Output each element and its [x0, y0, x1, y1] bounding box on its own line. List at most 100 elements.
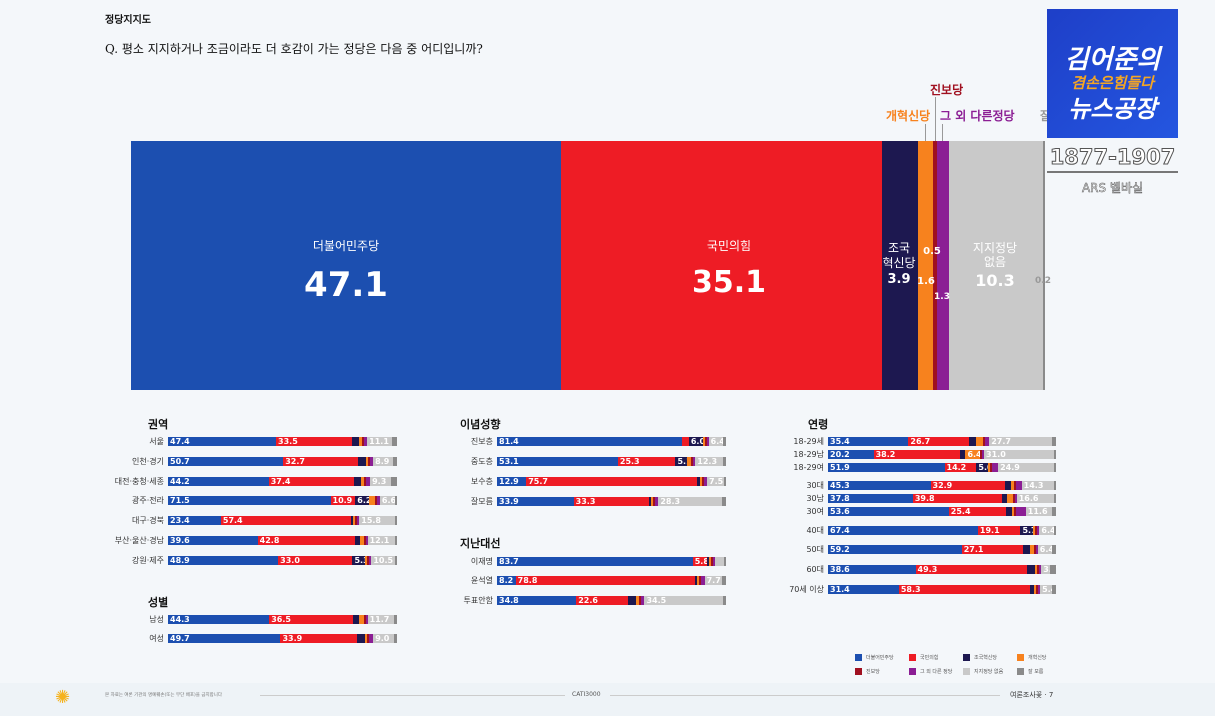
bar-seg-1: 19.1 — [977, 526, 1021, 535]
data-label: 5.7 — [1022, 526, 1037, 535]
logo-line2: 겸손은힘들다 — [1071, 74, 1154, 92]
data-label: 59.2 — [830, 545, 850, 554]
legend-item: 진보당 — [855, 668, 909, 675]
value-dem: 47.1 — [304, 265, 388, 305]
bar-seg-1: 22.6 — [576, 596, 628, 605]
bar-row: 대구·경북 23.4 57.4 15.8 — [132, 516, 397, 526]
group-title: 성별 — [148, 596, 169, 609]
bar-seg-4 — [363, 477, 366, 486]
bar-seg-7 — [1054, 526, 1056, 535]
bar-seg-5 — [706, 437, 709, 446]
legend-swatch — [855, 668, 862, 675]
bar-seg-5 — [1037, 526, 1040, 535]
bar-seg-7 — [394, 615, 398, 624]
page-title: 정당지지도 — [105, 15, 151, 26]
bar-seg-4 — [704, 437, 707, 446]
overall-seg-3 — [917, 141, 933, 390]
survey-question: Q. 평소 지지하거나 조금이라도 더 호감이 가는 정당은 다음 중 어디입니… — [105, 42, 483, 56]
bar-seg-2 — [352, 437, 360, 446]
bar-row: 50대 59.2 27.1 6.4 — [806, 545, 1056, 555]
overall-seg-5 — [937, 141, 949, 390]
bar-seg-4 — [368, 457, 371, 466]
leader-line — [935, 97, 936, 141]
legend-label: 조국혁신당 — [974, 655, 998, 661]
overall-seg-6 — [948, 141, 1044, 390]
value-other: 1.3 — [934, 292, 950, 302]
row-label: 광주·전라 — [132, 496, 164, 505]
bar-seg-6: 3.7 — [1041, 565, 1057, 574]
bar-seg-7 — [395, 536, 397, 545]
bar-seg-1: 33.3 — [573, 497, 649, 506]
bar-seg-0: 83.7 — [497, 557, 693, 566]
bar-seg-5 — [365, 615, 368, 624]
bar-seg-1: 42.8 — [257, 536, 355, 545]
bar-seg-3 — [975, 437, 983, 446]
data-label: 8.2 — [499, 576, 514, 585]
bar-seg-5 — [1014, 494, 1017, 503]
bar-seg-6: 9.0 — [373, 634, 394, 643]
bar-seg-6: 6.4 — [708, 437, 725, 446]
bar-seg-2 — [1004, 481, 1011, 490]
bar-seg-1: 14.2 — [944, 463, 977, 472]
bar-seg-1: 25.4 — [948, 507, 1006, 516]
data-label: 9.0 — [375, 634, 390, 643]
bar-seg-3 — [1010, 481, 1014, 490]
data-label: 26.7 — [910, 437, 931, 446]
data-label: 33.5 — [278, 437, 298, 446]
bar-seg-3 — [353, 516, 356, 525]
bar-seg-1: 75.7 — [526, 477, 698, 486]
data-label: 34.5 — [646, 596, 667, 605]
bar-seg-6: 14.3 — [1021, 481, 1054, 490]
divider — [610, 695, 1000, 696]
group-title: 권역 — [148, 418, 169, 431]
row-label: 보수층 — [470, 477, 493, 486]
data-label: 33.9 — [282, 634, 303, 643]
bar-seg-4 — [363, 615, 366, 624]
bar-seg-6: 16.6 — [1016, 494, 1054, 503]
bar-seg-3 — [366, 457, 369, 466]
bar-seg-2 — [357, 457, 367, 466]
bar-row: 남성 44.3 36.5 11.7 — [149, 615, 398, 625]
bar-seg-2 — [1006, 507, 1012, 516]
bar-seg-1: 49.3 — [915, 565, 1028, 574]
data-label: 6.4 — [967, 450, 982, 459]
data-label: 5.3 — [354, 556, 369, 565]
bar-seg-5 — [712, 557, 715, 566]
data-label: 35.4 — [830, 437, 850, 446]
bar-seg-3 — [687, 457, 691, 466]
data-label: 32.7 — [285, 457, 305, 466]
data-label: 5.4 — [1042, 585, 1057, 594]
row-label: 윤석열 — [470, 576, 493, 585]
bar-seg-3 — [699, 477, 702, 486]
row-label: 30남 — [806, 494, 824, 503]
data-label: 81.4 — [499, 437, 519, 446]
logo-line3: 뉴스공장 — [1068, 95, 1157, 123]
row-label: 40대 — [806, 526, 824, 535]
bar-row: 40대 67.4 19.1 5.7 6.4 — [806, 526, 1056, 536]
data-label: 6.4 — [710, 437, 725, 446]
bar-seg-2: 5.3 — [352, 556, 369, 565]
bar-seg-6: 8.9 — [373, 457, 394, 466]
data-label: 5.8 — [694, 557, 709, 566]
data-label: 19.1 — [979, 526, 1000, 535]
bar-seg-7 — [1054, 494, 1056, 503]
data-label: 67.4 — [830, 526, 850, 535]
data-label: 9.3 — [372, 477, 387, 486]
data-label: 15.8 — [361, 516, 381, 525]
data-label: 51.9 — [830, 463, 850, 472]
bar-seg-7 — [1052, 585, 1056, 594]
bar-seg-0: 50.7 — [168, 457, 284, 466]
bar-seg-2 — [350, 516, 354, 525]
bar-seg-3 — [359, 437, 362, 446]
bar-seg-0: 33.9 — [497, 497, 574, 506]
bar-seg-5 — [692, 457, 696, 466]
data-label: 5.1 — [677, 457, 692, 466]
data-label: 42.8 — [259, 536, 280, 545]
bar-seg-2 — [648, 497, 651, 506]
bar-seg-2 — [706, 557, 709, 566]
bar-seg-2 — [697, 477, 700, 486]
bar-seg-6: 11.6 — [1025, 507, 1052, 516]
data-label: 53.1 — [499, 457, 519, 466]
bar-seg-3 — [1033, 526, 1036, 535]
bar-row: 부산·울산·경남 39.6 42.8 12.1 — [115, 536, 397, 546]
